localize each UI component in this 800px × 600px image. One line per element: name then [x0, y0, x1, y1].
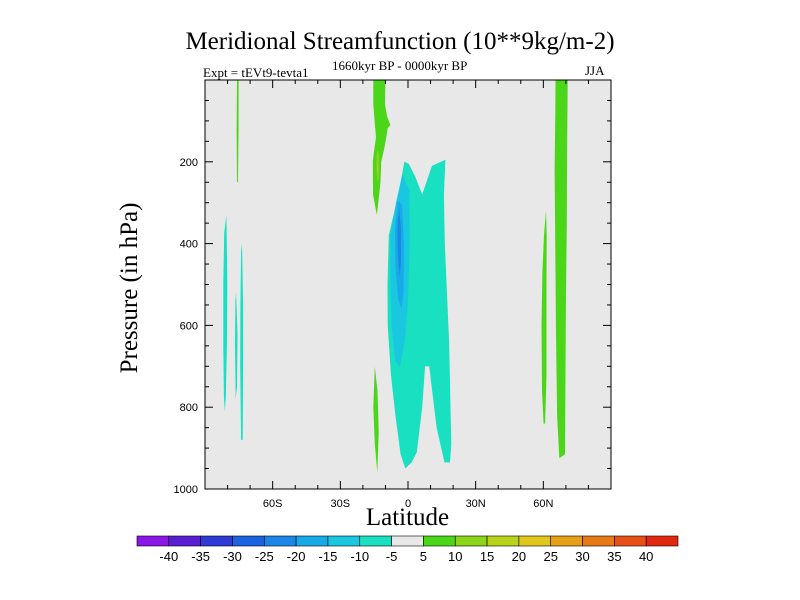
- colorbar-label: -15: [319, 549, 338, 564]
- colorbar-swatch: [582, 535, 615, 547]
- contour-nh-high-lat-cell: [554, 80, 568, 459]
- colorbar-label: -40: [159, 549, 178, 564]
- x-tick-label: 60N: [533, 498, 553, 510]
- contour-sh-high-lat-cell-a: [223, 215, 228, 412]
- y-tick-label: 200: [180, 157, 198, 169]
- x-tick-label: 30N: [466, 498, 486, 510]
- y-tick-label: 800: [180, 402, 198, 414]
- x-tick-label: 60S: [263, 498, 283, 510]
- colorbar-label: 10: [448, 549, 462, 564]
- colorbar-swatch: [454, 535, 488, 547]
- contour-hadley-cell-core: [397, 208, 401, 277]
- colorbar-swatch: [263, 535, 297, 547]
- colorbar-swatch: [295, 535, 329, 547]
- colorbar: -40 -35 -30 -25 -20 -15 -10 -5 5 10 15 20 25 30 35 40: [136, 535, 679, 564]
- season-label: JJA: [585, 63, 605, 78]
- colorbar-swatch: [200, 535, 233, 547]
- colorbar-label: 15: [480, 549, 494, 564]
- experiment-label: Expt = tEVt9-tevta1: [203, 65, 309, 80]
- contour-upper-positive-peak: [377, 161, 379, 175]
- colorbar-swatch: [614, 535, 647, 547]
- colorbar-swatch: [359, 535, 392, 547]
- colorbar-label: -30: [223, 549, 242, 564]
- colorbar-label: -25: [255, 549, 274, 564]
- colorbar-label: -5: [386, 549, 398, 564]
- colorbar-swatch: [391, 535, 424, 547]
- colorbar-swatch: [327, 535, 361, 547]
- x-tick-label: 0: [405, 498, 411, 510]
- colorbar-swatch: [550, 535, 583, 547]
- chart-title: Meridional Streamfunction (10**9kg/m-2): [185, 28, 615, 55]
- colorbar-swatch: [136, 535, 170, 547]
- colorbar-label: -20: [287, 549, 306, 564]
- colorbar-label: 25: [543, 549, 557, 564]
- axis-ticks: 60S 30S 0 30N 60N 200 400 600 800 1000: [174, 80, 611, 510]
- colorbar-swatch: [486, 535, 520, 547]
- contour-sh-high-lat-streak: [236, 80, 239, 183]
- colorbar-swatch: [423, 535, 456, 547]
- contour-regions: [223, 80, 568, 473]
- contour-nh-mid-lat-cell: [541, 210, 547, 424]
- colorbar-label: 35: [607, 549, 621, 564]
- colorbar-label: 40: [639, 549, 653, 564]
- contour-lower-positive-cell: [373, 366, 379, 473]
- colorbar-label: 30: [575, 549, 589, 564]
- colorbar-label: -35: [191, 549, 210, 564]
- y-tick-label: 600: [180, 320, 198, 332]
- y-tick-label: 400: [180, 239, 198, 251]
- x-axis-label: Latitude: [365, 504, 450, 531]
- x-tick-label: 30S: [331, 498, 351, 510]
- colorbar-label: -10: [350, 549, 369, 564]
- y-tick-label: 1000: [174, 484, 198, 496]
- colorbar-swatch: [232, 535, 265, 547]
- contour-sh-high-lat-cell-b: [240, 243, 244, 440]
- colorbar-swatch: [518, 535, 552, 547]
- colorbar-swatch: [645, 535, 679, 547]
- colorbar-swatch: [168, 535, 201, 547]
- chart-subtitle: 1660kyr BP - 0000kyr BP: [332, 58, 468, 73]
- colorbar-label: 5: [420, 549, 427, 564]
- colorbar-label: 20: [512, 549, 526, 564]
- contour-sh-high-lat-cell-c: [235, 292, 238, 399]
- contour-upper-positive-cell: [372, 80, 391, 215]
